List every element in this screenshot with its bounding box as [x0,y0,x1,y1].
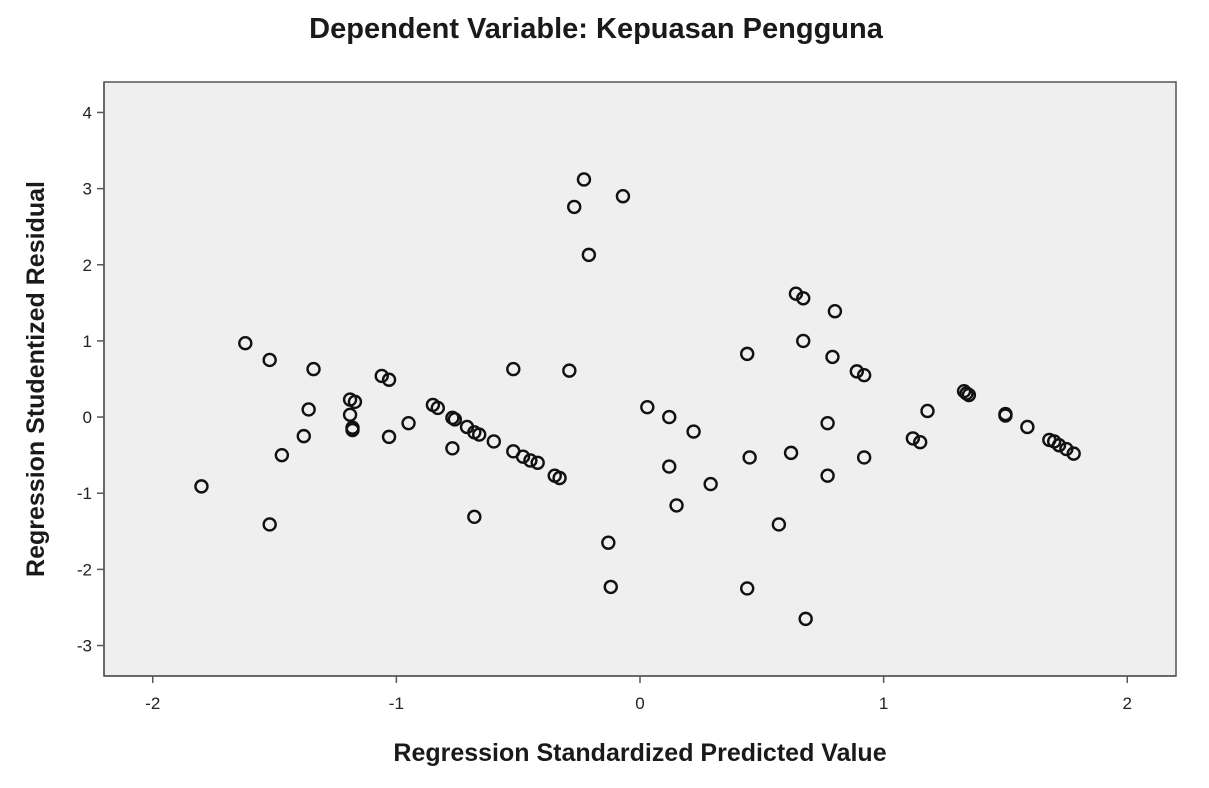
data-point [662,459,677,474]
y-tick-label: -3 [77,637,92,656]
y-tick-label: -1 [77,484,92,503]
data-point [345,422,360,438]
data-point [381,429,397,445]
data-point [552,470,567,486]
data-point [603,579,618,595]
data-point [796,333,811,349]
data-point [849,364,865,379]
data-point [301,402,316,417]
x-tick-label: -2 [145,694,160,713]
data-point [486,434,502,449]
data-point [296,428,311,444]
data-point [430,400,445,416]
data-point [820,468,835,483]
data-point [788,286,804,301]
data-point [472,427,487,442]
data-point [506,361,521,377]
x-tick-label: 1 [879,694,888,713]
data-point [905,431,921,446]
data-point [820,415,835,431]
y-tick-label: 0 [83,408,92,427]
y-tick-label: 2 [83,256,92,275]
data-point [1020,419,1035,435]
y-tick-label: -2 [77,560,92,579]
data-point [515,449,531,464]
data-point [771,517,787,532]
y-tick-label: 1 [83,332,92,351]
data-point [576,172,592,187]
data-point [347,394,363,410]
y-axis-ticks: -3 -2 -1 0 1 2 3 4 [77,103,104,656]
data-point [825,349,840,365]
x-axis-label: Regression Standardized Predicted Value [393,739,886,767]
data-point [740,346,755,362]
data-point [601,535,616,550]
data-point [262,517,277,532]
data-point [662,409,677,425]
data-point [856,450,872,465]
x-tick-label: 0 [635,694,644,713]
chart-title: Dependent Variable: Kepuasan Pengguna [309,13,884,45]
data-point [998,408,1013,423]
data-point [1059,441,1074,457]
y-axis-label: Regression Studentized Residual [22,181,50,577]
data-point [401,415,416,431]
data-point [640,399,655,415]
data-point [703,476,718,492]
y-tick-label: 4 [83,103,92,122]
data-point [467,509,482,525]
data-point [669,498,684,513]
data-point [342,407,358,422]
data-point [567,199,582,215]
data-points [194,172,1081,627]
data-point [581,247,597,263]
data-point [827,304,843,319]
data-point [1066,446,1081,461]
data-point [740,581,755,596]
y-tick-label: 3 [83,180,92,199]
data-point [523,453,538,468]
data-point [562,363,577,378]
data-point [374,368,389,384]
plot-area [103,81,1177,677]
data-point [686,424,701,439]
data-point [445,441,460,456]
data-point [783,445,799,461]
data-point [856,367,872,383]
data-point [262,352,277,368]
data-point [920,403,935,419]
x-axis-ticks: -2 -1 0 1 2 [145,676,1132,713]
data-point [530,455,545,470]
data-point [194,479,209,494]
data-point [306,361,321,377]
data-point [912,435,928,450]
data-point [798,611,813,627]
x-tick-label: -1 [389,694,404,713]
data-point [381,372,397,387]
data-point [961,387,977,403]
x-tick-label: 2 [1123,694,1132,713]
data-point [796,291,811,306]
data-point [447,412,463,427]
data-point [742,450,757,465]
data-point [615,189,631,204]
data-point [238,336,253,351]
data-point [1051,438,1067,453]
data-point [274,447,290,463]
